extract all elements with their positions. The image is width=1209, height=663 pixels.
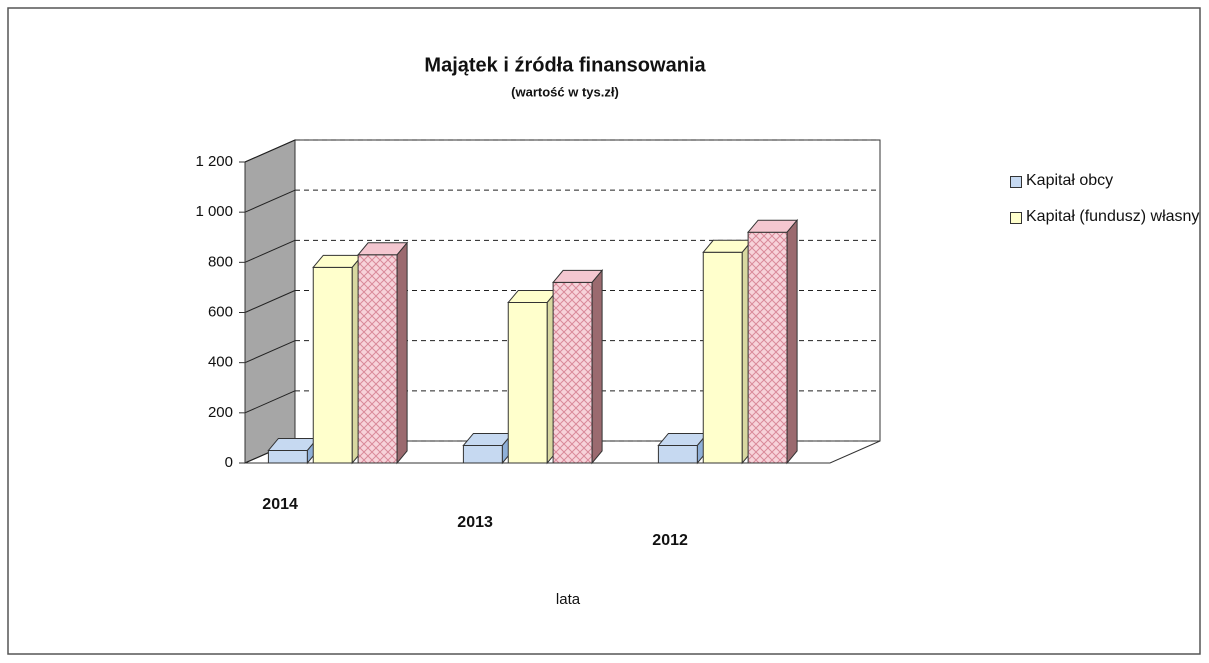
legend-item: Kapitał obcy <box>1010 172 1200 190</box>
bar-face <box>747 231 788 464</box>
bar-face <box>786 218 798 465</box>
grid-line <box>244 390 296 414</box>
x-tick-label: 2014 <box>262 496 298 513</box>
bar-face <box>552 281 593 464</box>
bar-face <box>357 254 398 464</box>
y-tick-label: 1 200 <box>195 153 233 170</box>
bar-face <box>267 449 308 464</box>
bar <box>462 432 514 465</box>
chart-title: Majątek i źródła finansowania <box>424 54 706 76</box>
bar-face <box>657 444 698 464</box>
bar <box>312 253 364 465</box>
bar <box>357 241 409 465</box>
legend-label: Kapitał (fundusz) własny <box>1026 208 1200 225</box>
bar-face <box>591 269 603 465</box>
x-tick-label: 2012 <box>652 532 688 549</box>
y-tick-label: 800 <box>208 253 233 270</box>
y-tick-label: 400 <box>208 354 233 371</box>
x-axis-label: lata <box>556 591 581 608</box>
bar-face <box>396 241 408 465</box>
x-tick-label: 2013 <box>457 514 493 531</box>
bar-face <box>507 301 548 464</box>
frame <box>7 7 1201 655</box>
y-tick-label: 1 000 <box>195 203 233 220</box>
legend-swatch <box>1010 176 1022 188</box>
bar <box>507 289 559 465</box>
y-tick-label: 0 <box>225 454 233 471</box>
bar-face <box>702 251 743 464</box>
grid-line <box>244 139 296 163</box>
bar <box>552 269 604 465</box>
legend-item: Kapitał (fundusz) własny <box>1010 208 1200 226</box>
bar <box>657 432 709 465</box>
legend-swatch <box>1010 212 1022 224</box>
legend: Kapitał obcy Kapitał (fundusz) własny <box>1010 172 1200 244</box>
grid-line <box>244 239 296 263</box>
bar <box>747 218 799 465</box>
bar-face <box>462 444 503 464</box>
bar <box>267 437 319 465</box>
grid-line <box>244 340 296 364</box>
y-tick-label: 600 <box>208 303 233 320</box>
legend-label: Kapitał obcy <box>1026 172 1114 189</box>
grid-line <box>244 189 296 213</box>
chart-subtitle: (wartość w tys.zł) <box>511 84 619 99</box>
grid-line <box>244 290 296 313</box>
y-tick-label: 200 <box>208 404 233 421</box>
bar-face <box>312 266 353 464</box>
bar <box>702 238 754 465</box>
